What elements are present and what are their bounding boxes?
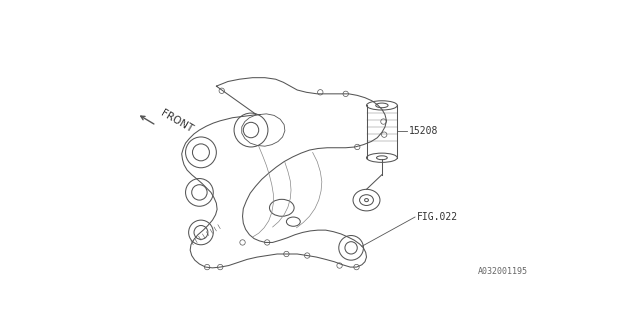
Text: FRONT: FRONT bbox=[159, 108, 194, 135]
Text: 15208: 15208 bbox=[409, 126, 438, 136]
Text: FIG.022: FIG.022 bbox=[417, 212, 458, 222]
Text: A032001195: A032001195 bbox=[478, 267, 528, 276]
